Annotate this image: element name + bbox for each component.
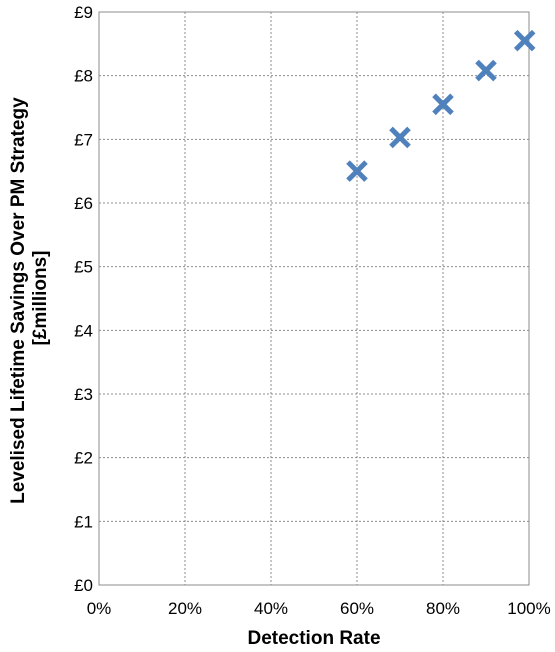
y-tick-labels: £0 £1 £2 £3 £4 £5 £6 £7 £8 £9	[74, 3, 93, 595]
y-tick-label: £5	[74, 258, 93, 277]
y-tick-label: £6	[74, 194, 93, 213]
data-point	[475, 59, 497, 82]
x-tick-label: 60%	[340, 599, 374, 618]
data-points	[346, 29, 536, 182]
x-tick-label: 40%	[254, 599, 288, 618]
y-tick-label: £0	[74, 576, 93, 595]
y-tick-label: £7	[74, 130, 93, 149]
y-tick-label: £9	[74, 3, 93, 22]
x-tick-label: 100%	[507, 599, 550, 618]
y-tick-label: £8	[74, 67, 93, 86]
data-point	[513, 29, 536, 52]
y-axis-title-line-2: [£millions]	[30, 250, 51, 345]
data-point	[432, 93, 454, 116]
x-axis-title: Detection Rate	[247, 628, 380, 649]
x-tick-label: 0%	[87, 599, 112, 618]
grid	[99, 12, 529, 585]
y-tick-label: £2	[74, 449, 93, 468]
data-point-stroke	[432, 93, 454, 116]
y-axis-title-line-1: Levelised Lifetime Savings Over PM Strat…	[8, 97, 29, 504]
x-tick-label: 80%	[426, 599, 460, 618]
x-tick-labels: 0% 20% 40% 60% 80% 100%	[87, 599, 551, 618]
y-tick-label: £1	[74, 512, 93, 531]
data-point-stroke	[513, 29, 536, 52]
plot-frame	[98, 11, 530, 586]
data-point-stroke	[346, 160, 368, 182]
data-point	[389, 126, 411, 149]
y-tick-label: £4	[74, 321, 93, 340]
y-axis-title: Levelised Lifetime Savings Over PM Strat…	[8, 92, 51, 504]
data-point-stroke	[475, 59, 497, 82]
data-point-stroke	[389, 126, 411, 149]
y-tick-label: £3	[74, 385, 93, 404]
data-point	[346, 160, 368, 182]
x-tick-label: 20%	[168, 599, 202, 618]
